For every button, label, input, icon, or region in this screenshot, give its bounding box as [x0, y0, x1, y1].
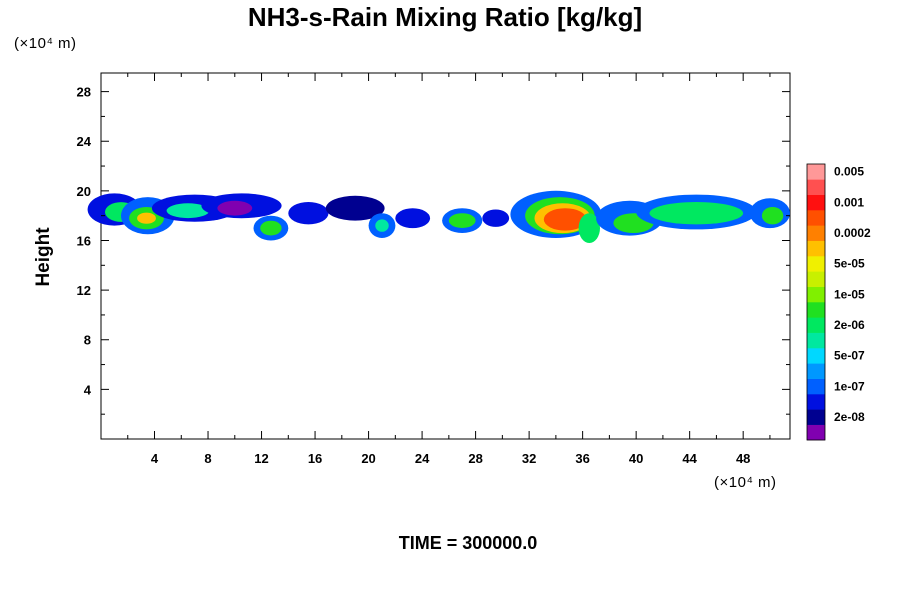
colorbar-label-0: 2e-08 — [834, 410, 865, 424]
colorbar-swatch-0 — [807, 424, 825, 441]
field-blob-8 — [217, 200, 253, 216]
y-tick-label-3: 16 — [77, 233, 91, 248]
colorbar-swatch-15 — [807, 194, 825, 211]
colorbar-swatch-8 — [807, 302, 825, 318]
x-tick-label-6: 28 — [468, 451, 482, 466]
x-tick-label-4: 20 — [361, 451, 375, 466]
mixing-ratio-field — [87, 190, 791, 244]
y-tick-label-6: 28 — [77, 85, 91, 100]
x-tick-label-5: 24 — [415, 451, 430, 466]
colorbar-swatch-13 — [807, 225, 825, 241]
field-blob-4 — [137, 212, 156, 224]
colorbar-swatch-9 — [807, 286, 825, 303]
field-blob-6 — [166, 203, 210, 219]
y-tick-label-5: 24 — [77, 134, 92, 149]
colorbar-swatch-2 — [807, 394, 825, 410]
colorbar-swatch-16 — [807, 179, 825, 195]
time-label: TIME = 300000.0 — [399, 533, 538, 553]
field-blob-14 — [375, 219, 389, 232]
field-blob-23 — [578, 213, 600, 244]
colorbar-swatch-10 — [807, 271, 825, 287]
colorbar-label-5: 5e-05 — [834, 257, 865, 271]
colorbar-swatch-17 — [807, 164, 825, 180]
x-tick-label-2: 12 — [254, 451, 268, 466]
colorbar-label-8: 0.005 — [834, 165, 864, 179]
x-tick-label-8: 36 — [575, 451, 589, 466]
field-blob-18 — [482, 209, 510, 227]
colorbar: 2e-08 1e-07 5e-07 2e-06 1e-05 5e-05 0.0002 0.00… — [806, 163, 871, 441]
y-tick-label-0: 4 — [84, 382, 92, 397]
x-tick-label-11: 48 — [736, 451, 750, 466]
colorbar-swatch-7 — [807, 317, 825, 333]
colorbar-frame — [806, 163, 826, 441]
y-tick-label-4: 20 — [77, 184, 91, 199]
colorbar-label-7: 0.001 — [834, 195, 864, 209]
x-tick-label-7: 32 — [522, 451, 536, 466]
colorbar-swatch-14 — [807, 210, 825, 226]
colorbar-swatch-6 — [807, 332, 825, 349]
x-tick-label-10: 44 — [682, 451, 697, 466]
chart-title: NH3-s-Rain Mixing Ratio [kg/kg] — [248, 2, 642, 32]
field-blob-15 — [395, 208, 431, 229]
y-axis-label: Height — [33, 227, 54, 287]
field-blob-29 — [761, 207, 784, 225]
plot-frame — [100, 72, 791, 440]
x-unit-label: (×10⁴ m) — [714, 474, 777, 491]
y-tick-label-2: 12 — [77, 283, 91, 298]
x-tick-label-0: 4 — [151, 451, 159, 466]
field-blob-17 — [448, 213, 476, 229]
field-blob-12 — [325, 195, 385, 221]
x-tick-label-9: 40 — [629, 451, 643, 466]
colorbar-label-2: 5e-07 — [834, 349, 865, 363]
colorbar-label-1: 1e-07 — [834, 379, 865, 393]
colorbar-label-4: 1e-05 — [834, 287, 865, 301]
field-blob-27 — [649, 202, 744, 225]
field-blob-11 — [288, 202, 329, 225]
colorbar-swatch-3 — [807, 378, 825, 395]
colorbar-swatch-12 — [807, 240, 825, 257]
colorbar-swatch-5 — [807, 348, 825, 364]
colorbar-swatch-11 — [807, 256, 825, 272]
colorbar-swatch-4 — [807, 363, 825, 379]
field-blob-22 — [543, 208, 587, 231]
field-blob-10 — [260, 220, 282, 236]
colorbar-label-6: 0.0002 — [834, 226, 871, 240]
y-tick-label-1: 8 — [84, 333, 91, 348]
x-tick-label-3: 16 — [308, 451, 322, 466]
x-tick-label-1: 8 — [204, 451, 211, 466]
colorbar-swatch-1 — [807, 409, 825, 425]
y-unit-label: (×10⁴ m) — [14, 35, 77, 52]
colorbar-label-3: 2e-06 — [834, 318, 865, 332]
